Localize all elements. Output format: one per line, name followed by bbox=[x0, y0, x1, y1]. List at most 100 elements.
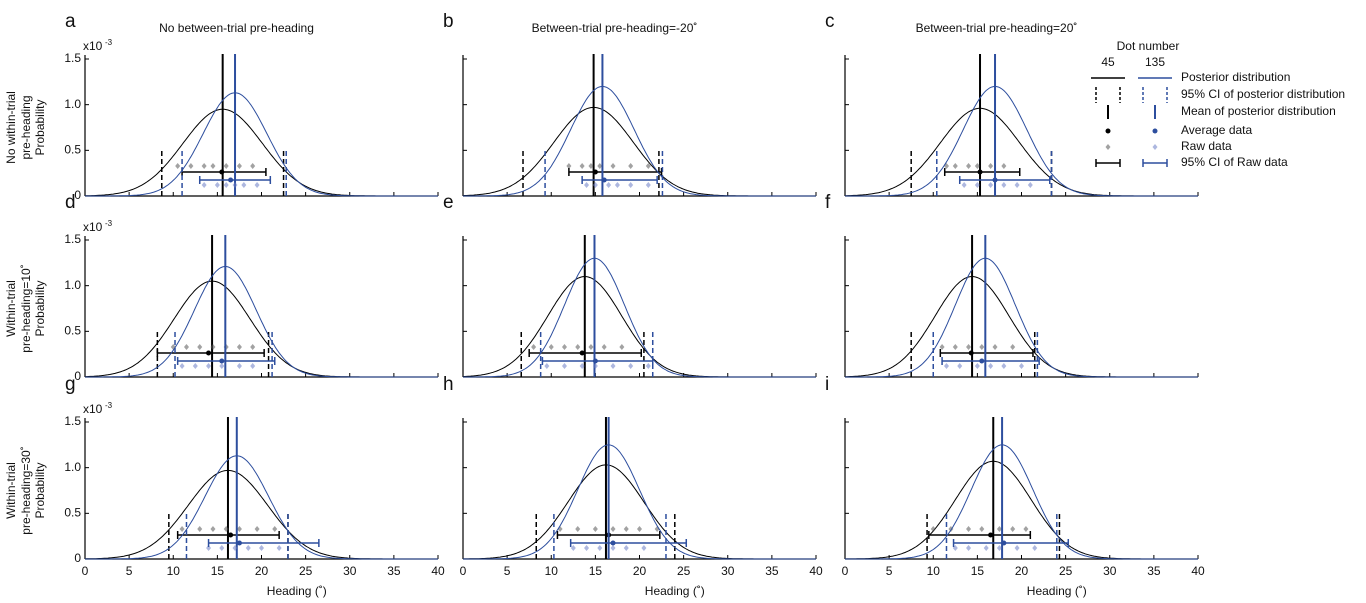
raw-data bbox=[597, 545, 603, 551]
y-axis-label: Probability bbox=[33, 462, 47, 518]
x-tick-label: 25 bbox=[1059, 564, 1073, 578]
y-tick-label: 0.5 bbox=[64, 143, 81, 157]
y-tick-label: 0.5 bbox=[64, 506, 81, 520]
y-multiplier: x10 bbox=[83, 402, 103, 416]
legend-label: Average data bbox=[1181, 123, 1252, 137]
legend-label: 95% CI of posterior distribution bbox=[1181, 87, 1345, 101]
y-tick-label: 1.5 bbox=[64, 51, 81, 65]
raw-data bbox=[250, 163, 256, 169]
raw-data bbox=[210, 163, 216, 169]
raw-data bbox=[610, 163, 616, 169]
panel-letter: g bbox=[65, 374, 76, 395]
raw-data bbox=[610, 363, 616, 369]
raw-data bbox=[192, 363, 198, 369]
panel-letter: e bbox=[443, 192, 454, 213]
raw-data bbox=[236, 363, 242, 369]
raw-data bbox=[201, 163, 207, 169]
average-data bbox=[219, 358, 225, 364]
x-tick-label: 15 bbox=[971, 564, 985, 578]
raw-data bbox=[561, 363, 567, 369]
x-tick-label: 0 bbox=[842, 564, 849, 578]
legend-series-name: 45 bbox=[1101, 55, 1115, 69]
posterior-curve bbox=[85, 280, 438, 378]
raw-data bbox=[206, 545, 212, 551]
x-tick-label: 0 bbox=[460, 564, 467, 578]
raw-data bbox=[606, 182, 612, 188]
raw-data bbox=[592, 182, 598, 188]
average-data bbox=[601, 177, 607, 183]
raw-data bbox=[223, 163, 229, 169]
panel-letter: c bbox=[825, 11, 835, 32]
raw-data bbox=[579, 363, 585, 369]
raw-data bbox=[983, 545, 989, 551]
average-data bbox=[977, 169, 983, 175]
raw-data bbox=[254, 182, 260, 188]
raw-data bbox=[619, 344, 625, 350]
raw-data bbox=[245, 545, 251, 551]
raw-data bbox=[979, 344, 985, 350]
raw-data bbox=[1019, 363, 1024, 369]
x-tick-label: 10 bbox=[545, 564, 559, 578]
raw-data bbox=[179, 363, 185, 369]
raw-data bbox=[232, 545, 238, 551]
raw-data bbox=[272, 526, 278, 532]
y-tick-label: 1.0 bbox=[64, 460, 81, 474]
y-tick-label: 0 bbox=[74, 369, 81, 383]
y-tick-label: 0 bbox=[74, 188, 81, 202]
raw-data bbox=[575, 344, 581, 350]
raw-data bbox=[996, 526, 1002, 532]
raw-data bbox=[197, 526, 203, 532]
raw-data bbox=[988, 363, 994, 369]
raw-data bbox=[1027, 182, 1033, 188]
raw-data bbox=[531, 344, 537, 350]
raw-data bbox=[628, 363, 634, 369]
raw-data bbox=[276, 545, 282, 551]
column-title: No between-trial pre-heading bbox=[159, 21, 314, 35]
raw-data bbox=[179, 526, 185, 532]
legend-label: Posterior distribution bbox=[1181, 70, 1290, 84]
panel-letter: f bbox=[825, 192, 831, 213]
raw-data bbox=[1014, 182, 1020, 188]
raw-data bbox=[175, 163, 181, 169]
raw-data bbox=[988, 163, 994, 169]
average-data bbox=[228, 532, 234, 538]
legend-label: Raw data bbox=[1181, 139, 1232, 153]
raw-data bbox=[1001, 182, 1007, 188]
raw-data bbox=[992, 344, 998, 350]
average-data bbox=[979, 358, 985, 364]
posterior-curve bbox=[845, 257, 1198, 378]
raw-data bbox=[641, 545, 647, 551]
x-tick-label: 40 bbox=[1191, 564, 1205, 578]
raw-data bbox=[645, 182, 651, 188]
raw-data bbox=[206, 363, 212, 369]
raw-data bbox=[1001, 363, 1007, 369]
raw-data bbox=[1010, 526, 1016, 532]
raw-data bbox=[214, 182, 220, 188]
row-label: No within-trial bbox=[4, 91, 18, 164]
x-tick-label: 40 bbox=[809, 564, 823, 578]
raw-data bbox=[223, 182, 229, 188]
y-tick-label: 1.5 bbox=[64, 232, 81, 246]
legend-label: Mean of posterior distribution bbox=[1181, 104, 1336, 118]
average-data bbox=[988, 532, 994, 538]
raw-data bbox=[1032, 545, 1038, 551]
x-tick-label: 10 bbox=[167, 564, 181, 578]
raw-data bbox=[570, 545, 576, 551]
raw-data bbox=[645, 163, 651, 169]
average-data bbox=[592, 358, 598, 364]
y-multiplier-exponent: -3 bbox=[105, 401, 113, 410]
average-data bbox=[968, 350, 974, 356]
x-tick-label: 30 bbox=[721, 564, 735, 578]
raw-data bbox=[645, 363, 651, 369]
raw-data bbox=[188, 163, 194, 169]
raw-data bbox=[614, 182, 620, 188]
x-tick-label: 5 bbox=[886, 564, 893, 578]
y-axis-label: Probability bbox=[33, 280, 47, 336]
posterior-curve bbox=[463, 257, 816, 378]
x-tick-label: 20 bbox=[255, 564, 269, 578]
raw-data bbox=[575, 526, 581, 532]
posterior-curve bbox=[463, 275, 816, 378]
y-tick-label: 0 bbox=[74, 551, 81, 565]
raw-data bbox=[610, 526, 616, 532]
